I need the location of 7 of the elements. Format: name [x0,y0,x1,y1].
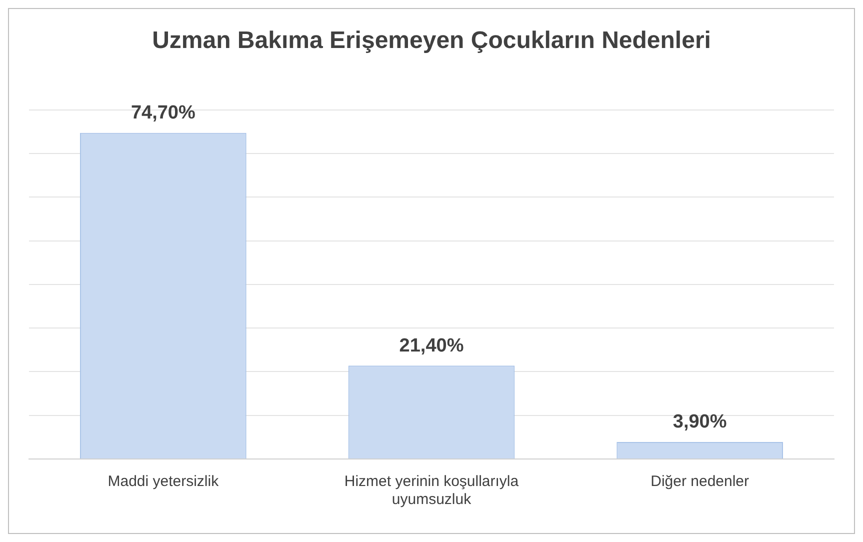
data-label: 74,70% [130,102,196,124]
data-label: 3,90% [672,412,727,433]
x-tick-label: Hizmet yerinin koşullarıyla uyumsuzluk [344,473,520,508]
chart-title: Uzman Bakıma Erişemeyen Çocukların Nedenleri [152,27,711,54]
x-tick-label: Maddi yetersizlik [108,473,220,490]
x-tick-label: Diğer nedenler [650,473,750,490]
data-label: 21,40% [399,335,464,356]
